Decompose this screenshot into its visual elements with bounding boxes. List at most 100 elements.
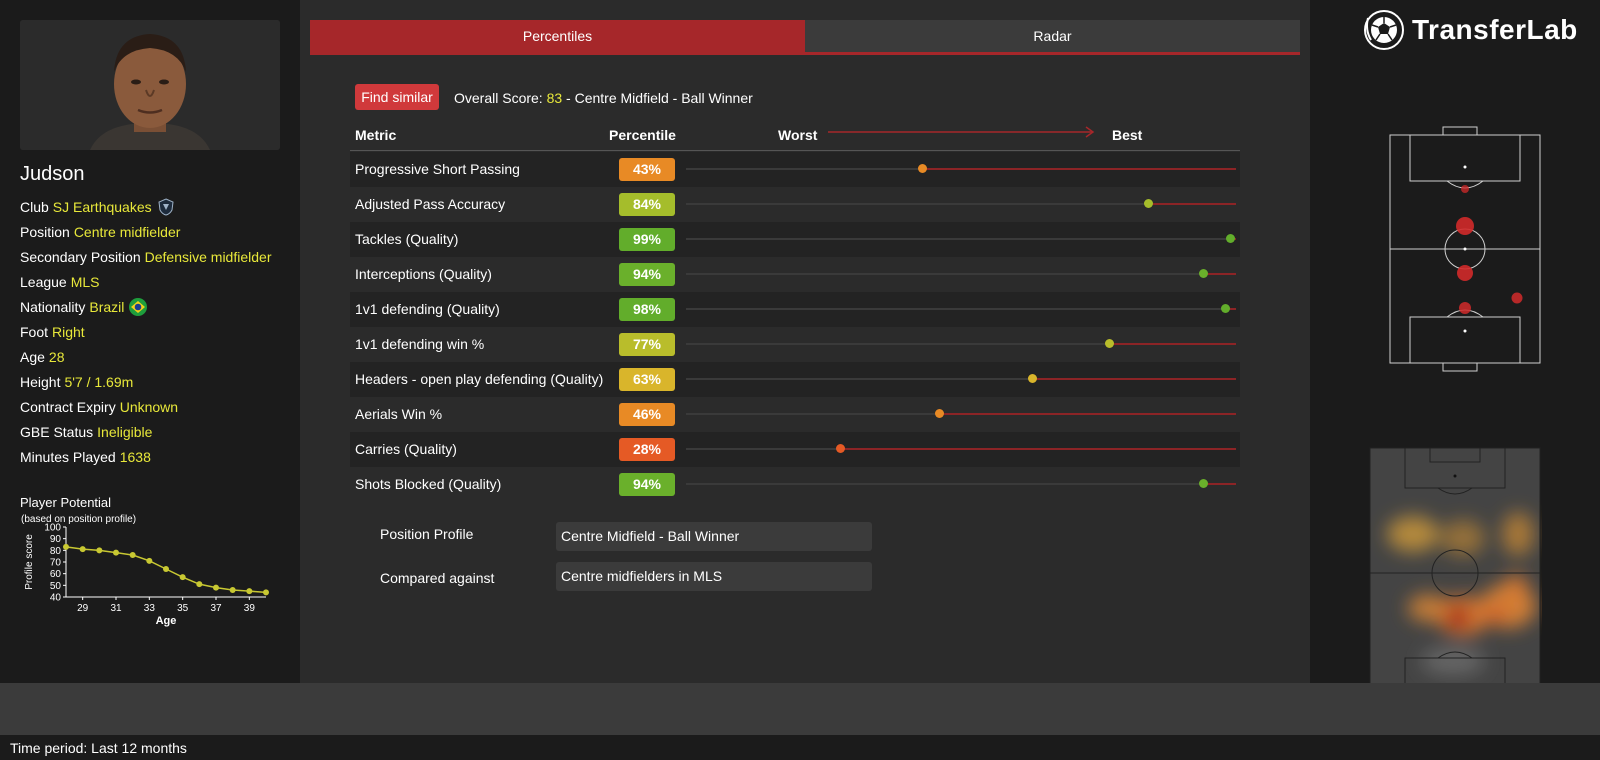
percentile-marker bbox=[1220, 304, 1230, 313]
metric-name: Shots Blocked (Quality) bbox=[355, 476, 502, 492]
metric-name: Progressive Short Passing bbox=[355, 161, 520, 177]
percentile-track-filled bbox=[686, 483, 1203, 485]
position-profile-select[interactable]: Centre Midfield - Ball Winner bbox=[556, 522, 872, 551]
percentile-track-remaining bbox=[840, 448, 1236, 450]
y-tick-label: 100 bbox=[44, 523, 61, 534]
metric-name: 1v1 defending win % bbox=[355, 336, 485, 352]
y-tick-label: 40 bbox=[50, 593, 62, 604]
percentile-track-filled bbox=[686, 378, 1033, 380]
percentile-badge: 46% bbox=[619, 403, 675, 426]
percentile-track-remaining bbox=[1203, 483, 1236, 485]
x-axis-label: Age bbox=[156, 615, 177, 627]
x-tick-label: 33 bbox=[144, 603, 156, 614]
info-label: Club bbox=[20, 198, 49, 215]
info-value: Brazil bbox=[89, 298, 125, 315]
info-value[interactable]: SJ Earthquakes bbox=[52, 198, 152, 215]
percentile-marker bbox=[1198, 479, 1208, 488]
info-value: 28 bbox=[48, 348, 65, 365]
percentile-track-filled bbox=[686, 448, 840, 450]
percentile-track-filled bbox=[686, 168, 923, 170]
potential-point bbox=[263, 589, 269, 596]
info-row-league: League MLS bbox=[20, 269, 271, 294]
worst-header: Worst bbox=[778, 127, 818, 143]
x-tick-label: 39 bbox=[244, 603, 256, 614]
info-label: Minutes Played bbox=[20, 448, 116, 465]
compared-against-label: Compared against bbox=[380, 570, 495, 586]
info-label: GBE Status bbox=[20, 423, 94, 440]
potential-point bbox=[213, 584, 219, 591]
metric-name: Carries (Quality) bbox=[355, 441, 457, 457]
metric-header: Metric bbox=[355, 127, 397, 143]
percentile-badge: 84% bbox=[619, 193, 675, 216]
footer: Time period: Last 12 months bbox=[0, 735, 1600, 760]
metric-row: Progressive Short Passing 43% bbox=[350, 152, 1240, 187]
percentile-track-remaining bbox=[1109, 343, 1236, 345]
percentile-badge: 28% bbox=[619, 438, 675, 461]
metric-row: Aerials Win % 46% bbox=[350, 397, 1240, 432]
bottom-toolbar bbox=[0, 683, 1600, 735]
y-tick-label: 90 bbox=[50, 534, 62, 545]
metric-name: Interceptions (Quality) bbox=[355, 266, 492, 282]
info-label: Nationality bbox=[20, 298, 86, 315]
info-row-minutes-played: Minutes Played 1638 bbox=[20, 444, 271, 469]
compared-against-select[interactable]: Centre midfielders in MLS bbox=[556, 562, 872, 591]
y-tick-label: 60 bbox=[50, 569, 62, 580]
position-profile-label: Position Profile bbox=[380, 526, 474, 542]
best-header: Best bbox=[1112, 127, 1143, 143]
x-tick-label: 37 bbox=[210, 603, 222, 614]
info-row-foot: Foot Right bbox=[20, 319, 271, 344]
percentile-marker bbox=[934, 409, 944, 418]
info-value: MLS bbox=[70, 273, 100, 290]
potential-point bbox=[179, 574, 186, 581]
info-row-secondary-position: Secondary Position Defensive midfielder bbox=[20, 244, 271, 269]
metric-name: Aerials Win % bbox=[355, 406, 443, 422]
info-label: Foot bbox=[20, 323, 49, 340]
percentile-track-remaining bbox=[922, 168, 1236, 170]
metric-name: Headers - open play defending (Quality) bbox=[355, 371, 604, 387]
info-row-nationality: Nationality Brazil bbox=[20, 294, 271, 319]
percentile-marker bbox=[1143, 199, 1153, 208]
percentile-track-filled bbox=[686, 308, 1225, 310]
potential-point bbox=[196, 581, 203, 588]
percentile-badge: 98% bbox=[619, 298, 675, 321]
percentile-track-filled bbox=[686, 238, 1231, 240]
percentile-marker bbox=[1105, 339, 1114, 348]
y-tick-label: 70 bbox=[50, 558, 62, 569]
find-similar-button[interactable]: Find similar bbox=[355, 84, 439, 110]
potential-point bbox=[163, 566, 169, 572]
percentile-badge: 94% bbox=[619, 473, 675, 496]
percentile-track-remaining bbox=[1032, 378, 1236, 380]
metric-row: Headers - open play defending (Quality) 6… bbox=[350, 362, 1240, 397]
player-info-panel: Judson Club SJ Earthquakes Position Cent… bbox=[0, 0, 300, 683]
info-value: Centre midfielder bbox=[73, 223, 181, 240]
info-row-age: Age 28 bbox=[20, 344, 271, 369]
percentile-badge: 43% bbox=[619, 158, 675, 181]
overall-score-prefix: Overall Score: bbox=[454, 90, 547, 106]
percentile-track-filled bbox=[686, 273, 1203, 275]
tab-radar[interactable]: Radar bbox=[805, 20, 1300, 52]
info-label: League bbox=[20, 273, 67, 290]
info-label: Height bbox=[20, 373, 61, 390]
metric-row: 1v1 defending win % 77% bbox=[350, 327, 1240, 362]
player-info-list: Club SJ Earthquakes Position Centre midf… bbox=[20, 194, 271, 469]
info-value: Unknown bbox=[119, 398, 179, 415]
percentile-marker bbox=[918, 164, 927, 173]
tab-percentiles[interactable]: Percentiles bbox=[310, 20, 805, 52]
metric-row: Interceptions (Quality) 94% bbox=[350, 257, 1240, 292]
info-row-position: Position Centre midfielder bbox=[20, 219, 271, 244]
player-potential-subtitle: (based on position profile) bbox=[21, 514, 137, 525]
info-value: 5'7 / 1.69m bbox=[64, 373, 134, 390]
view-tabs: Percentiles Radar bbox=[310, 20, 1300, 55]
brand-name: TransferLab bbox=[1412, 14, 1578, 45]
percentile-badge: 77% bbox=[619, 333, 675, 356]
potential-point bbox=[229, 587, 236, 593]
potential-point bbox=[96, 547, 103, 554]
info-label: Age bbox=[20, 348, 45, 365]
metric-row: Carries (Quality) 28% bbox=[350, 432, 1240, 467]
info-row-club: Club SJ Earthquakes bbox=[20, 194, 271, 219]
player-photo bbox=[20, 20, 280, 150]
metric-row: 1v1 defending (Quality) 98% bbox=[350, 292, 1240, 327]
x-tick-label: 31 bbox=[110, 603, 122, 614]
info-value: Defensive midfielder bbox=[144, 248, 272, 265]
